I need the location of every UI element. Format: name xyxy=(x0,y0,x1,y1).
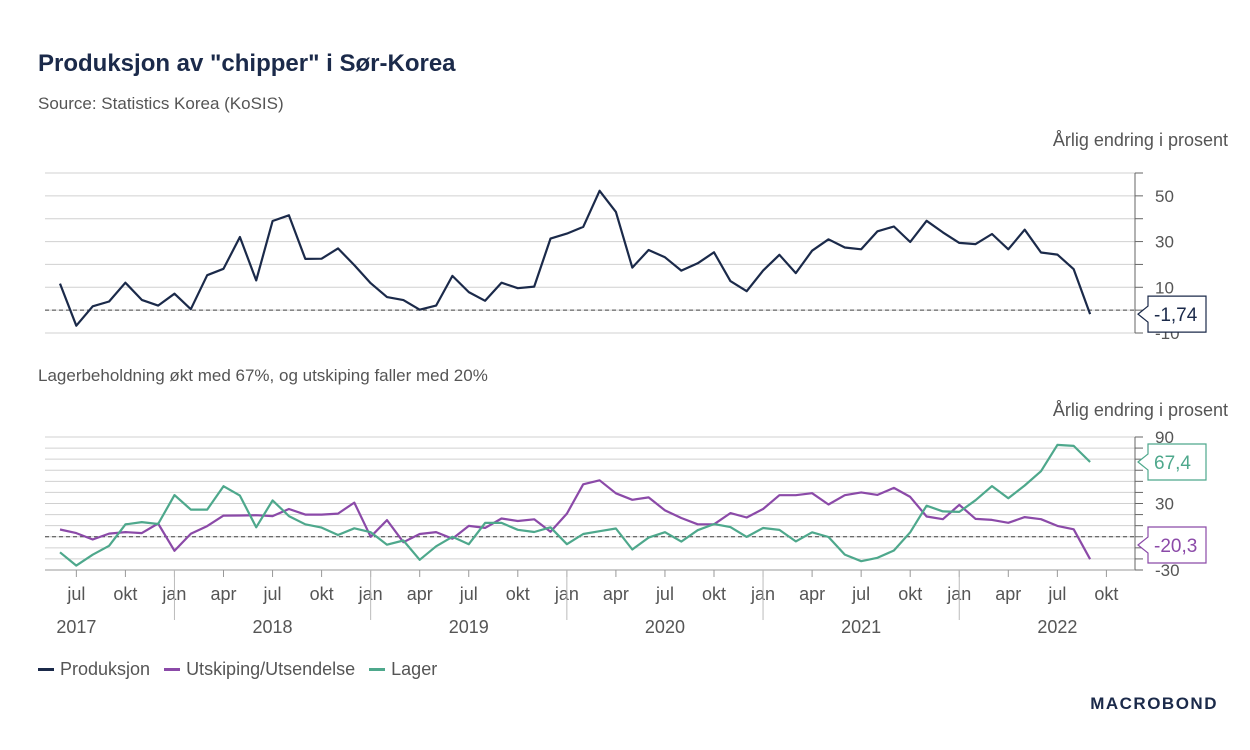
last-value-label-produksjon-box xyxy=(1137,295,1207,333)
year-label: 2018 xyxy=(253,617,293,637)
last-value-label-utskiping: -20,3 xyxy=(1154,536,1197,557)
legend-swatch-utskiping xyxy=(164,668,181,671)
last-value-label-utskiping-box xyxy=(1137,526,1207,564)
x-tick-label: jul xyxy=(655,584,674,604)
x-tick-label: okt xyxy=(898,584,922,604)
x-tick-label: jul xyxy=(263,584,282,604)
legend-item-utskiping: Utskiping/Utsendelse xyxy=(164,659,355,680)
x-tick-label: jul xyxy=(66,584,85,604)
chart-title: Produksjon av "chipper" i Sør-Korea xyxy=(38,50,456,77)
x-tick-label: okt xyxy=(113,584,137,604)
year-label: 2019 xyxy=(449,617,489,637)
y-tick-label: 10 xyxy=(1155,278,1174,297)
year-label: 2017 xyxy=(56,617,96,637)
year-label: 2021 xyxy=(841,617,881,637)
last-value-label-lager-box xyxy=(1137,443,1207,481)
bottom-panel-unit-label: Årlig endring i prosent xyxy=(1052,400,1228,420)
series-line-lager xyxy=(59,443,1091,567)
year-label: 2022 xyxy=(1037,617,1077,637)
time-axis: jul okt jan apr jul okt jan apr jul okt jan apr jul o… xyxy=(45,569,1135,637)
last-value-label-lager: 67,4 xyxy=(1154,453,1191,474)
legend-swatch-produksjon xyxy=(38,668,54,671)
x-tick-label: apr xyxy=(407,584,433,604)
series-line-utskiping-utsendelse xyxy=(59,479,1092,560)
x-tick-label: jul xyxy=(459,584,478,604)
x-tick-label: okt xyxy=(702,584,726,604)
legend-swatch-lager xyxy=(369,668,386,671)
y-tick-label: 30 xyxy=(1155,495,1174,514)
x-tick-label: okt xyxy=(310,584,334,604)
x-tick-label: apr xyxy=(210,584,236,604)
bottom-panel: 90 30 -30 67,4 -20,3 xyxy=(45,428,1207,580)
chart-source: Source: Statistics Korea (KoSIS) xyxy=(38,94,284,113)
bottom-panel-title: Lagerbeholdning økt med 67%, og utskipin… xyxy=(38,366,488,385)
y-tick-label: -30 xyxy=(1155,561,1180,580)
x-tick-label: okt xyxy=(1094,584,1118,604)
x-tick-label: apr xyxy=(799,584,825,604)
legend-item-produksjon: Produksjon xyxy=(38,659,150,680)
legend-label-produksjon: Produksjon xyxy=(60,659,151,679)
x-tick-label: jul xyxy=(851,584,870,604)
x-tick-label: apr xyxy=(603,584,629,604)
legend-item-lager: Lager xyxy=(369,659,437,680)
last-value-label-produksjon: -1,74 xyxy=(1154,305,1198,326)
x-tick-label: jul xyxy=(1047,584,1066,604)
legend: Produksjon Utskiping/Utsendelse Lager xyxy=(38,659,437,680)
legend-label-lager: Lager xyxy=(391,659,438,679)
legend-label-utskiping: Utskiping/Utsendelse xyxy=(186,659,356,679)
year-label: 2020 xyxy=(645,617,685,637)
top-panel-unit-label: Årlig endring i prosent xyxy=(1052,130,1228,150)
y-tick-label: 30 xyxy=(1155,233,1174,252)
y-tick-label: 50 xyxy=(1155,187,1174,206)
macrobond-logo: MACROBOND xyxy=(1090,694,1218,713)
x-tick-label: okt xyxy=(506,584,530,604)
y-tick-label: 90 xyxy=(1155,428,1174,447)
x-tick-label: apr xyxy=(995,584,1021,604)
series-line-produksjon xyxy=(58,189,1092,327)
